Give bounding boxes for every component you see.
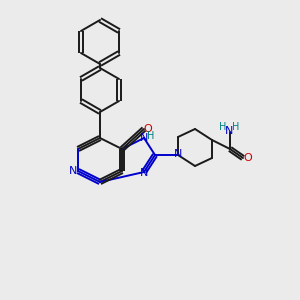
Text: N: N	[69, 166, 77, 176]
Text: N: N	[174, 149, 182, 159]
Text: O: O	[244, 153, 252, 163]
Text: H: H	[147, 131, 155, 141]
Text: N: N	[140, 168, 148, 178]
Text: N: N	[225, 126, 233, 136]
Text: H: H	[219, 122, 227, 132]
Text: O: O	[144, 124, 152, 134]
Text: H: H	[232, 122, 240, 132]
Text: N: N	[140, 133, 148, 143]
